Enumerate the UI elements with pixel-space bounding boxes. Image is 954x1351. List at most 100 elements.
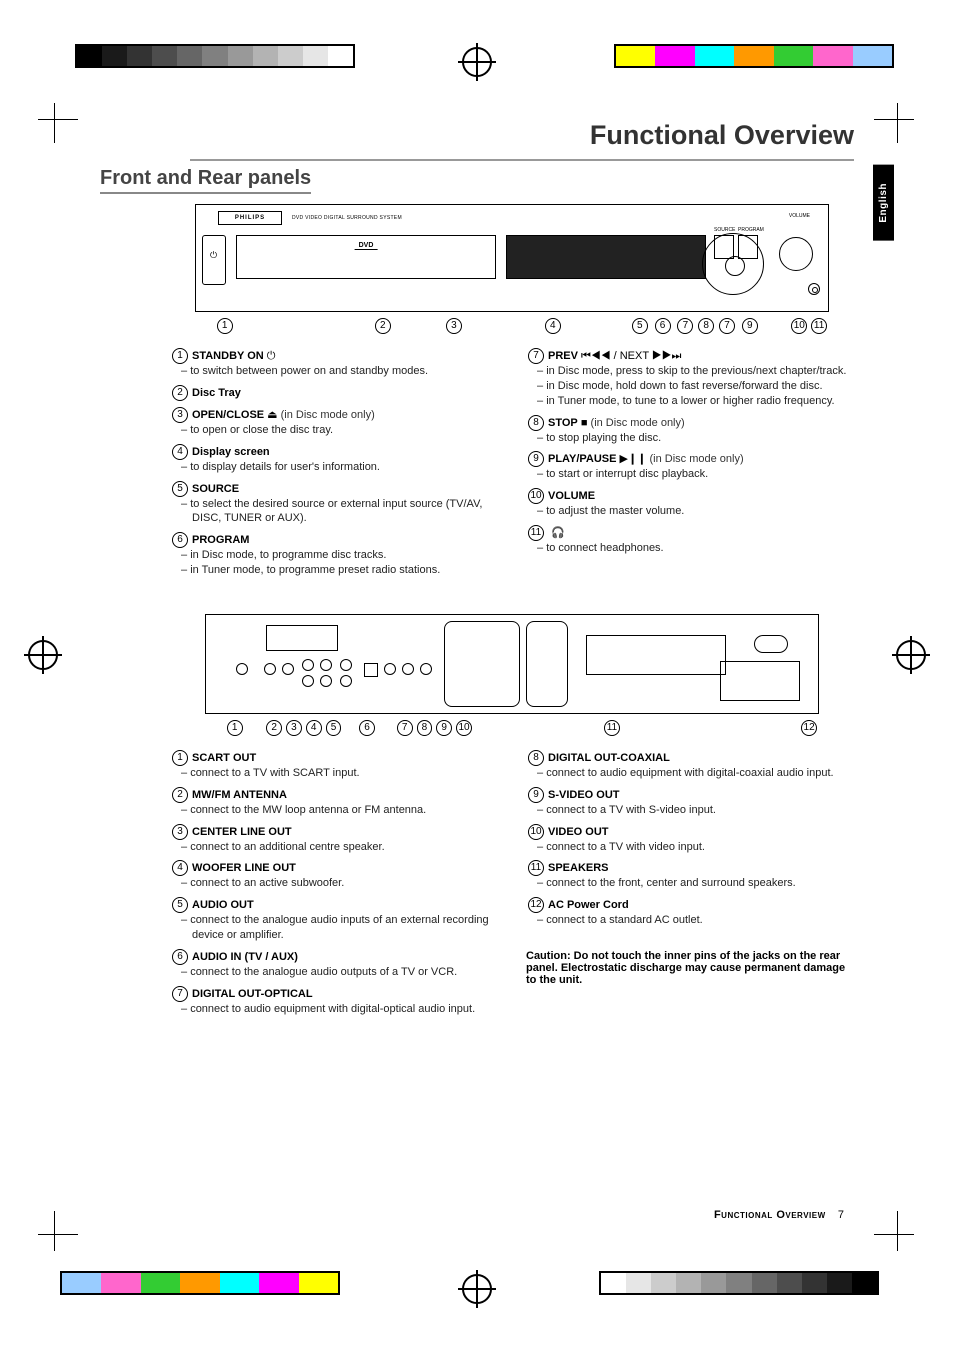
item-desc: connect to a standard AC outlet.	[548, 913, 854, 928]
callout-7: 7	[677, 318, 693, 334]
callout-9: 9	[436, 720, 452, 736]
display-screen	[506, 235, 706, 279]
item-desc: in Disc mode, press to skip to the previ…	[548, 364, 854, 379]
trim-mark-icon	[874, 103, 914, 143]
callout-11: 11	[811, 318, 827, 334]
item-desc: connect to audio equipment with digital-…	[548, 766, 854, 781]
item-title: Disc Tray	[192, 387, 241, 399]
rear-panel-drawing	[205, 614, 819, 714]
item-4: 4WOOFER LINE OUTconnect to an active sub…	[170, 860, 498, 891]
crop-marks-top	[0, 40, 954, 84]
section-title: Front and Rear panels	[100, 167, 311, 194]
item-head: 11SPEAKERS	[526, 860, 854, 876]
item-title: PLAY/PAUSE	[548, 453, 616, 465]
num-icon: 9	[528, 787, 544, 803]
video-out	[420, 663, 432, 675]
symbol-icon: 🎧	[548, 527, 565, 539]
num-icon: 2	[172, 385, 188, 401]
item-8: 8STOP ■ (in Disc mode only)to stop playi…	[526, 415, 854, 446]
callout-6: 6	[655, 318, 671, 334]
item-desc: to switch between power on and standby m…	[192, 364, 498, 379]
item-title: STANDBY ON	[192, 350, 264, 362]
item-title: S-VIDEO OUT	[548, 789, 620, 801]
item-9: 9PLAY/PAUSE ▶❙❙ (in Disc mode only)to st…	[526, 451, 854, 482]
front-left-column: 1STANDBY ON ⏻to switch between power on …	[170, 348, 498, 584]
item-head: 8DIGITAL OUT-COAXIAL	[526, 750, 854, 766]
crop-marks-bottom	[0, 1267, 954, 1311]
item-head: 4WOOFER LINE OUT	[170, 860, 498, 876]
num-icon: 6	[172, 949, 188, 965]
ac-inlet	[754, 635, 788, 653]
rear-descriptions: 1SCART OUTconnect to a TV with SCART inp…	[170, 750, 854, 1023]
callout-9: 9	[742, 318, 758, 334]
rca-jack	[264, 663, 276, 675]
item-title: AUDIO IN (TV / AUX)	[192, 951, 298, 963]
item-suffix: (in Disc mode only)	[587, 416, 684, 428]
item-head: 11 🎧	[526, 525, 854, 541]
item-head: 12AC Power Cord	[526, 897, 854, 913]
registration-mark-icon	[896, 640, 926, 670]
item-head: 6 AUDIO IN (TV / AUX)	[170, 949, 498, 965]
num-icon: 1	[172, 348, 188, 364]
item-title: OPEN/CLOSE	[192, 409, 264, 421]
num-icon: 5	[172, 481, 188, 497]
item-title: DIGITAL OUT-COAXIAL	[548, 752, 670, 764]
item-desc: connect to audio equipment with digital-…	[192, 1002, 498, 1017]
volume-label: VOLUME	[789, 213, 810, 219]
item-title: STOP	[548, 416, 578, 428]
rca-jack	[282, 663, 294, 675]
item-desc: connect to the analogue audio outputs of…	[192, 965, 498, 980]
item-head: 3CENTER LINE OUT	[170, 824, 498, 840]
item-title: SOURCE	[192, 482, 239, 494]
num-icon: 11	[528, 860, 544, 876]
item-desc: connect to a TV with S-video input.	[548, 803, 854, 818]
item-head: 9 S-VIDEO OUT	[526, 787, 854, 803]
symbol-icon: ⏮◀◀ / NEXT ▶▶⏭	[578, 350, 681, 362]
item-title: SCART OUT	[192, 752, 256, 764]
trim-mark-icon	[38, 103, 78, 143]
color-strip	[60, 1271, 340, 1295]
item-desc: connect to the front, center and surroun…	[548, 876, 854, 891]
num-icon: 12	[528, 897, 544, 913]
grayscale-strip	[599, 1271, 879, 1295]
item-head: 5AUDIO OUT	[170, 897, 498, 913]
s-video-out	[402, 663, 414, 675]
item-desc: connect to an additional centre speaker.	[192, 840, 498, 855]
num-icon: 4	[172, 444, 188, 460]
rca-jack	[302, 659, 314, 671]
item-head: 9PLAY/PAUSE ▶❙❙ (in Disc mode only)	[526, 451, 854, 467]
device-subtitle: DVD VIDEO DIGITAL SURROUND SYSTEM	[292, 215, 402, 221]
symbol-icon: ▶❙❙	[616, 453, 646, 465]
brand-logo: PHILIPS	[218, 211, 282, 225]
item-9: 9 S-VIDEO OUT connect to a TV with S-video…	[526, 787, 854, 818]
optical-out	[364, 663, 378, 677]
item-suffix: (in Disc mode only)	[278, 409, 375, 421]
item-desc: connect to the analogue audio inputs of …	[192, 913, 498, 943]
item-desc: connect to an active subwoofer.	[192, 876, 498, 891]
registration-mark-icon	[462, 1274, 492, 1304]
callout-2: 2	[266, 720, 282, 736]
symbol-icon: ■	[578, 416, 588, 428]
item-desc: connect to a TV with SCART input.	[192, 766, 498, 781]
item-desc: to select the desired source or external…	[192, 497, 498, 527]
item-head: 5 SOURCE	[170, 481, 498, 497]
item-desc: in Disc mode, to programme disc tracks.	[192, 548, 498, 563]
item-desc: connect to a TV with video input.	[548, 840, 854, 855]
callout-3: 3	[286, 720, 302, 736]
callout-10: 10	[791, 318, 807, 334]
callout-3: 3	[446, 318, 462, 334]
rear-left-column: 1SCART OUTconnect to a TV with SCART inp…	[170, 750, 498, 1023]
volume-knob	[770, 227, 822, 279]
callout-7: 7	[719, 318, 735, 334]
callout-5: 5	[632, 318, 648, 334]
registration-mark-icon	[28, 640, 58, 670]
rca-jack	[302, 675, 314, 687]
item-6: 6 AUDIO IN (TV / AUX) connect to the analo…	[170, 949, 498, 980]
item-2: 2 Disc Tray	[170, 385, 498, 401]
item-desc: to open or close the disc tray.	[192, 423, 498, 438]
rear-panel-diagram: 123456789101112	[190, 614, 834, 736]
item-4: 4Display screento display details for us…	[170, 444, 498, 475]
rca-jack	[320, 675, 332, 687]
item-desc: in Tuner mode, to tune to a lower or hig…	[548, 394, 854, 409]
callout-11: 11	[604, 720, 620, 736]
